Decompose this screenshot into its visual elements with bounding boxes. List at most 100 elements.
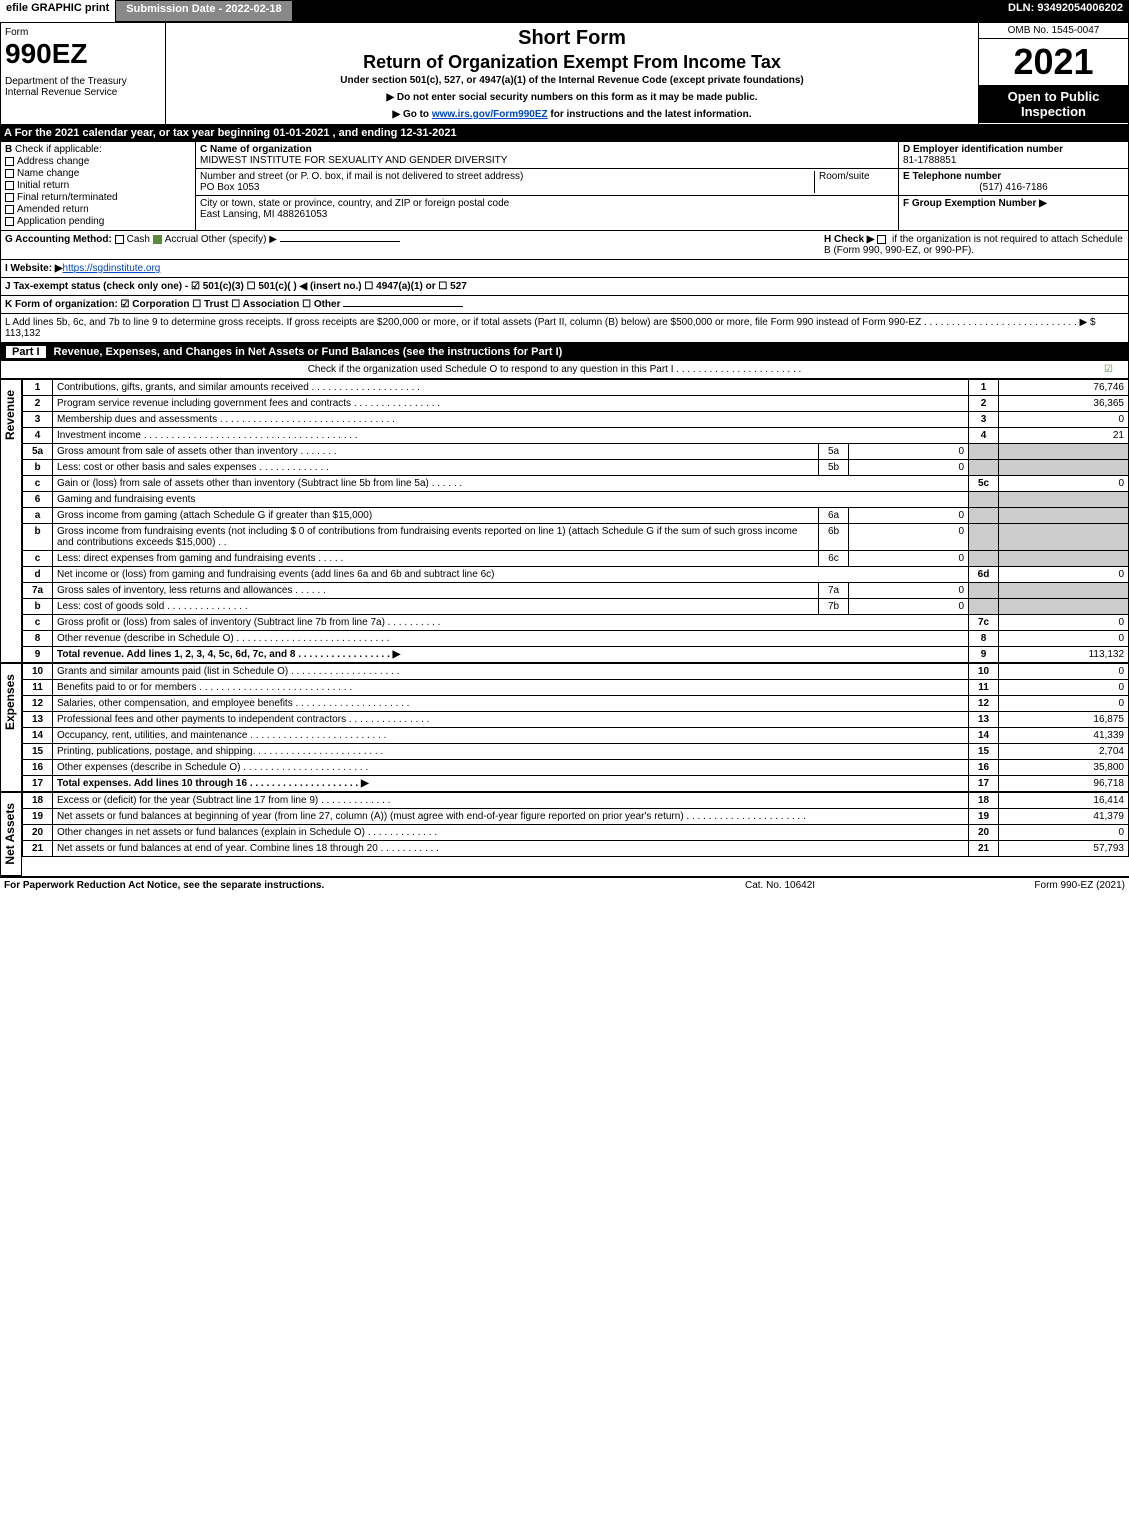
website-link[interactable]: https://sgdinstitute.org [63, 263, 161, 274]
opt-amended: Amended return [17, 204, 89, 215]
opt-initial-return: Initial return [17, 180, 69, 191]
efile-print[interactable]: efile GRAPHIC print [0, 0, 115, 22]
checkbox-name-change[interactable] [5, 169, 14, 178]
check-o-mark: ☑ [1104, 364, 1113, 375]
col-d: D Employer identification number81-17888… [898, 142, 1128, 230]
line-6d: dNet income or (loss) from gaming and fu… [23, 567, 1129, 583]
netassets-section: Net Assets 18Excess or (deficit) for the… [0, 792, 1129, 876]
checkbox-final-return[interactable] [5, 193, 14, 202]
revenue-table: 1Contributions, gifts, grants, and simil… [22, 379, 1129, 663]
website-label: I Website: ▶ [5, 263, 63, 274]
checkbox-initial-return[interactable] [5, 181, 14, 190]
netassets-table: 18Excess or (deficit) for the year (Subt… [22, 792, 1129, 857]
line-18: 18Excess or (deficit) for the year (Subt… [23, 793, 1129, 809]
line-12: 12Salaries, other compensation, and empl… [23, 696, 1129, 712]
submission-date: Submission Date - 2022-02-18 [115, 0, 292, 22]
line-20: 20Other changes in net assets or fund ba… [23, 825, 1129, 841]
line-14: 14Occupancy, rent, utilities, and mainte… [23, 728, 1129, 744]
check-if: Check if applicable: [15, 144, 102, 155]
paperwork-notice: For Paperwork Reduction Act Notice, see … [4, 880, 745, 891]
col-c: C Name of organizationMIDWEST INSTITUTE … [196, 142, 898, 230]
line-2: 2Program service revenue including gover… [23, 396, 1129, 412]
form-header: Form 990EZ Department of the Treasury In… [0, 22, 1129, 125]
form-number: 990EZ [5, 38, 161, 70]
group-exemption: F Group Exemption Number ▶ [903, 198, 1047, 209]
row-j: J Tax-exempt status (check only one) - ☑… [0, 278, 1129, 296]
dln: DLN: 93492054006202 [1002, 0, 1129, 22]
line-9: 9Total revenue. Add lines 1, 2, 3, 4, 5c… [23, 647, 1129, 663]
line-6c: cLess: direct expenses from gaming and f… [23, 551, 1129, 567]
form-of-org: K Form of organization: ☑ Corporation ☐ … [5, 299, 341, 310]
part-1-header: Part I Revenue, Expenses, and Changes in… [0, 343, 1129, 361]
org-name-label: C Name of organization [200, 144, 312, 155]
opt-cash: Cash [127, 234, 150, 245]
check-o-text: Check if the organization used Schedule … [308, 364, 802, 375]
city-label: City or town, state or province, country… [200, 198, 509, 209]
revenue-label: Revenue [0, 379, 22, 663]
checkbox-accrual[interactable] [153, 235, 162, 244]
line-7a: 7aGross sales of inventory, less returns… [23, 583, 1129, 599]
tax-exempt-status: J Tax-exempt status (check only one) - ☑… [5, 281, 467, 292]
col-b: B Check if applicable: Address change Na… [1, 142, 196, 230]
line-11: 11Benefits paid to or for members . . . … [23, 680, 1129, 696]
line-8: 8Other revenue (describe in Schedule O) … [23, 631, 1129, 647]
line-5a: 5aGross amount from sale of assets other… [23, 444, 1129, 460]
part-1-label: Part I [6, 346, 46, 358]
row-i: I Website: ▶https://sgdinstitute.org [0, 260, 1129, 278]
line-21: 21Net assets or fund balances at end of … [23, 841, 1129, 857]
page-footer: For Paperwork Reduction Act Notice, see … [0, 876, 1129, 893]
street-label: Number and street (or P. O. box, if mail… [200, 171, 523, 182]
line-7c: cGross profit or (loss) from sales of in… [23, 615, 1129, 631]
instr-goto-post: for instructions and the latest informat… [548, 109, 752, 120]
checkbox-address-change[interactable] [5, 157, 14, 166]
opt-other: Other (specify) ▶ [201, 234, 277, 245]
opt-accrual: Accrual [165, 234, 198, 245]
row-l: L Add lines 5b, 6c, and 7b to line 9 to … [0, 314, 1129, 343]
line-3: 3Membership dues and assessments . . . .… [23, 412, 1129, 428]
dept: Department of the Treasury Internal Reve… [5, 76, 161, 98]
cat-no: Cat. No. 10642I [745, 880, 945, 891]
line-7b: bLess: cost of goods sold . . . . . . . … [23, 599, 1129, 615]
org-name: MIDWEST INSTITUTE FOR SEXUALITY AND GEND… [200, 155, 507, 166]
line-16: 16Other expenses (describe in Schedule O… [23, 760, 1129, 776]
checkbox-h[interactable] [877, 235, 886, 244]
revenue-section: Revenue 1Contributions, gifts, grants, a… [0, 379, 1129, 663]
under-section: Under section 501(c), 527, or 4947(a)(1)… [170, 75, 974, 86]
part-1-title: Revenue, Expenses, and Changes in Net As… [54, 346, 563, 358]
room-label: Room/suite [819, 171, 870, 182]
expenses-table: 10Grants and similar amounts paid (list … [22, 663, 1129, 792]
checkbox-cash[interactable] [115, 235, 124, 244]
b-label: B [5, 144, 12, 155]
row-k: K Form of organization: ☑ Corporation ☐ … [0, 296, 1129, 314]
form-label: Form [5, 27, 161, 38]
checkbox-pending[interactable] [5, 217, 14, 226]
instr-ssn: ▶ Do not enter social security numbers o… [170, 92, 974, 103]
checkbox-amended[interactable] [5, 205, 14, 214]
phone: (517) 416-7186 [903, 182, 1124, 193]
ein-label: D Employer identification number [903, 144, 1063, 155]
irs-link[interactable]: www.irs.gov/Form990EZ [432, 109, 548, 120]
part-1-check-o: Check if the organization used Schedule … [0, 361, 1129, 379]
box-bcd: B Check if applicable: Address change Na… [0, 141, 1129, 231]
l-value: 113,132 [5, 328, 40, 339]
opt-address-change: Address change [17, 156, 89, 167]
form-ref: Form 990-EZ (2021) [945, 880, 1125, 891]
line-17: 17Total expenses. Add lines 10 through 1… [23, 776, 1129, 792]
l-text: L Add lines 5b, 6c, and 7b to line 9 to … [5, 317, 1096, 328]
netassets-label: Net Assets [0, 792, 22, 876]
opt-pending: Application pending [17, 216, 104, 227]
phone-label: E Telephone number [903, 171, 1001, 182]
open-public: Open to Public Inspection [979, 85, 1128, 123]
ein: 81-1788851 [903, 155, 956, 166]
section-a: A For the 2021 calendar year, or tax yea… [0, 125, 1129, 141]
instr-goto-pre: ▶ Go to [392, 109, 431, 120]
expenses-label: Expenses [0, 663, 22, 792]
line-5b: bLess: cost or other basis and sales exp… [23, 460, 1129, 476]
accounting-method-label: G Accounting Method: [5, 234, 112, 245]
expenses-section: Expenses 10Grants and similar amounts pa… [0, 663, 1129, 792]
opt-name-change: Name change [17, 168, 79, 179]
line-5c: cGain or (loss) from sale of assets othe… [23, 476, 1129, 492]
tax-year: 2021 [979, 39, 1128, 85]
omb-number: OMB No. 1545-0047 [979, 23, 1128, 39]
line-13: 13Professional fees and other payments t… [23, 712, 1129, 728]
